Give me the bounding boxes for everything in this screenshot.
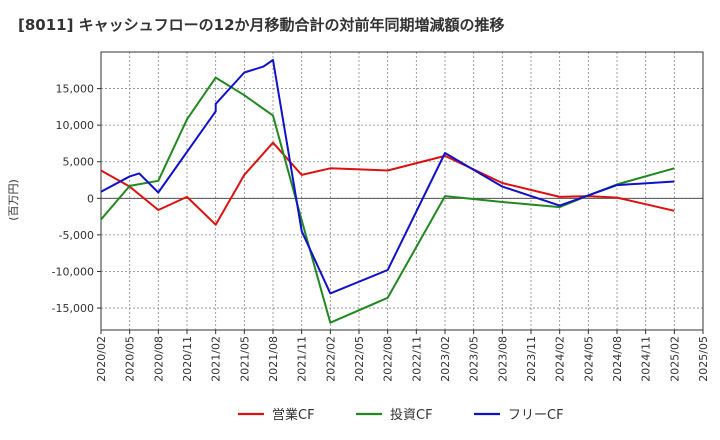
- legend-label: 営業CF: [272, 407, 315, 423]
- y-tick-label: 15,000: [56, 83, 95, 96]
- legend-label: 投資CF: [390, 407, 433, 423]
- x-tick-label: 2021/05: [238, 336, 251, 382]
- series-line-1: [100, 141, 675, 226]
- grid: [100, 52, 704, 330]
- x-tick-label: 2022/05: [353, 336, 366, 382]
- y-tick-label: 10,000: [56, 119, 95, 132]
- y-axis-ticks: 15,000 10,000 5,000 0 -5,000 -10,000 -15,000: [52, 83, 101, 315]
- x-tick-label: 2025/02: [668, 336, 681, 382]
- x-tick-label: 2021/02: [210, 336, 223, 382]
- legend-label: フリーCF: [508, 408, 564, 423]
- y-tick-label: -15,000: [52, 302, 94, 315]
- y-tick-label: -5,000: [59, 229, 94, 242]
- x-tick-label: 2024/11: [640, 336, 653, 382]
- x-tick-label: 2021/08: [267, 336, 280, 382]
- x-tick-label: 2022/02: [324, 336, 337, 382]
- series-line-3: [100, 59, 675, 295]
- y-tick-label: 0: [87, 192, 94, 205]
- x-tick-label: 2022/11: [410, 336, 423, 382]
- x-tick-label: 2024/08: [611, 336, 624, 382]
- x-tick-label: 2024/02: [554, 336, 567, 382]
- x-tick-label: 2020/05: [124, 336, 137, 382]
- x-tick-label: 2020/11: [181, 336, 194, 382]
- plot-area-frame: [100, 51, 704, 331]
- series-layer: [100, 59, 675, 324]
- legend: 営業CF 投資CF フリーCF: [238, 407, 564, 423]
- chart-title: [8011] キャッシュフローの12か月移動合計の対前年同期増減額の推移: [18, 16, 505, 34]
- x-tick-label: 2020/02: [95, 336, 108, 382]
- x-tick-label: 2023/02: [439, 336, 452, 382]
- x-tick-label: 2024/05: [582, 336, 595, 382]
- x-tick-label: 2023/05: [468, 336, 481, 382]
- x-tick-label: 2021/11: [296, 336, 309, 382]
- y-tick-label: 5,000: [63, 156, 95, 169]
- x-tick-label: 2022/08: [382, 336, 395, 382]
- x-tick-label: 2023/08: [496, 336, 509, 382]
- x-tick-label: 2020/08: [152, 336, 165, 382]
- y-tick-label: -10,000: [52, 265, 94, 278]
- x-tick-label: 2025/05: [697, 336, 710, 382]
- x-axis-ticks: 2020/02 2020/05 2020/08 2020/11 2021/02 2021/…: [95, 330, 710, 382]
- y-axis-title: (百万円): [7, 179, 20, 221]
- x-tick-label: 2023/11: [525, 336, 538, 382]
